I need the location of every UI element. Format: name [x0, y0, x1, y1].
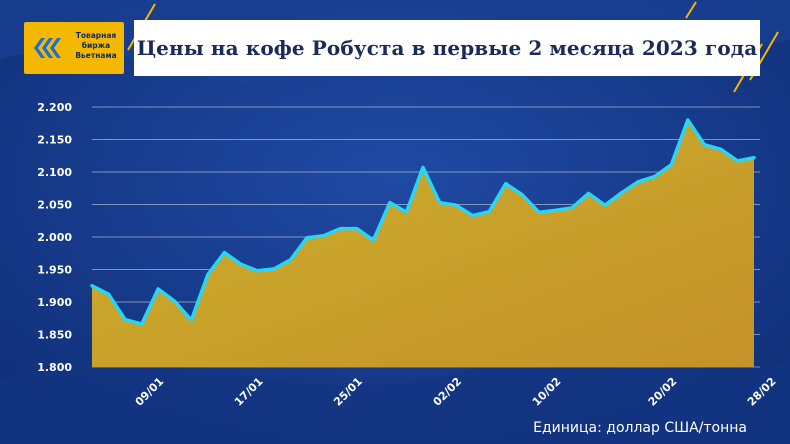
y-tick-label: 2.100 — [37, 166, 72, 179]
y-axis: 1.800 1.850 1.900 1.950 2.000 2.050 2.100 2.150… — [37, 101, 72, 374]
x-tick-label: 17/01 — [232, 375, 266, 409]
title-banner: Цены на кофе Робуста в первые 2 месяца 2… — [134, 20, 760, 76]
y-tick-label: 1.950 — [37, 264, 72, 277]
y-tick-label: 1.850 — [37, 329, 72, 342]
logo-line: биржа — [81, 41, 111, 50]
x-axis: 09/01 17/01 25/01 02/02 10/02 20/02 28/02 — [133, 375, 779, 409]
logo-mark-icon — [34, 38, 61, 58]
logo-line: Товарная — [75, 31, 117, 40]
x-tick-label: 28/02 — [745, 375, 779, 409]
y-tick-label: 1.900 — [37, 296, 72, 309]
y-tick-label: 1.800 — [37, 361, 72, 374]
logo-text: Товарная биржа Вьетнама — [70, 31, 122, 61]
chart-title: Цены на кофе Робуста в первые 2 месяца 2… — [136, 36, 758, 60]
logo: Товарная биржа Вьетнама — [24, 22, 124, 74]
price-area — [92, 120, 754, 367]
price-line — [90, 118, 756, 326]
x-tick-label: 20/02 — [646, 375, 680, 409]
y-tick-label: 2.200 — [37, 101, 72, 114]
x-tick-label: 09/01 — [133, 375, 167, 409]
y-tick-label: 2.050 — [37, 199, 72, 212]
y-tick-label: 2.150 — [37, 134, 72, 147]
logo-line: Вьетнама — [75, 51, 117, 60]
x-tick-label: 25/01 — [331, 375, 365, 409]
x-tick-label: 10/02 — [530, 375, 564, 409]
y-tick-label: 2.000 — [37, 231, 72, 244]
unit-label: Единица: доллар США/тонна — [533, 420, 747, 436]
x-tick-label: 02/02 — [431, 375, 465, 409]
